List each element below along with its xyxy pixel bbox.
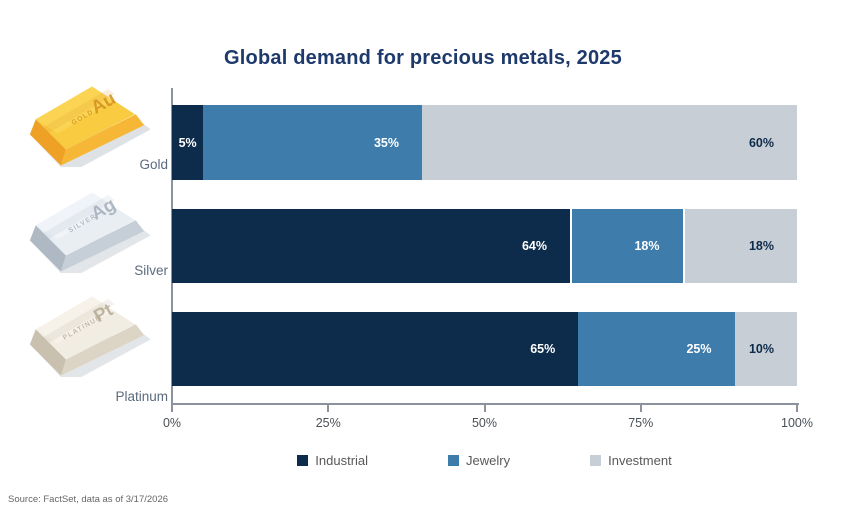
chart-title: Global demand for precious metals, 2025 (224, 47, 622, 69)
segment-platinum-jewelry: 25% (578, 312, 735, 386)
gold-category-label: Gold (139, 157, 168, 172)
x-axis-tick-label: 0% (162, 416, 182, 430)
bar-silver: 64% 18% 18% (172, 209, 797, 283)
legend-swatch-icon (448, 455, 460, 466)
legend-label: Investment (608, 453, 672, 468)
legend: Industrial Jewelry Investment (172, 453, 797, 468)
segment-value-label: 18% (748, 239, 774, 253)
legend-label: Jewelry (466, 453, 511, 468)
silver-ingot-icon: Ag SILVER Silver (18, 190, 170, 278)
platinum-category-label: Platinum (115, 389, 168, 404)
segment-gold-investment: 60% (422, 105, 797, 180)
legend-swatch-icon (297, 455, 309, 466)
x-axis-tick (327, 403, 330, 412)
x-axis-tick (796, 403, 798, 412)
x-axis-tick (639, 403, 642, 412)
bar-platinum: 65% 25% 10% (172, 312, 797, 386)
segment-platinum-investment: 10% (734, 312, 797, 386)
x-axis-tick (171, 403, 173, 412)
segment-value-label: 60% (748, 135, 774, 150)
x-axis: 0% 25% 50% 75% 100% (163, 403, 813, 443)
gold-ingot-icon: Au GOLD Gold (18, 84, 170, 172)
x-axis-tick-label: 100% (781, 416, 813, 430)
x-axis-tick-label: 50% (471, 416, 498, 430)
platinum-ingot-icon: Pt PLATINUM Platinum (18, 294, 170, 404)
segment-value-label: 10% (748, 342, 774, 356)
legend-label: Industrial (315, 453, 369, 468)
x-axis-tick (483, 403, 486, 412)
x-axis-tick-label: 75% (628, 416, 654, 430)
segment-value-label: 18% (634, 239, 660, 253)
segment-silver-investment: 18% (684, 209, 797, 283)
segment-value-label: 64% (521, 239, 547, 253)
segment-platinum-industrial: 65% (172, 312, 579, 386)
segment-gold-industrial: 5% (172, 105, 204, 180)
source-note: Source: FactSet, data as of 3/17/2026 (8, 494, 169, 505)
legend-item-jewelry: Jewelry (448, 453, 510, 468)
segment-value-label: 5% (178, 135, 197, 150)
plot-area: 5% 35% 60% 64% 18% 18% 65% 25% 10% (171, 86, 797, 403)
segment-value-label: 65% (530, 342, 556, 356)
segment-value-label: 35% (373, 135, 399, 150)
x-axis-tick-label: 25% (315, 416, 341, 430)
gold-ingot-graphic: Au GOLD (29, 86, 150, 168)
silver-ingot-graphic: Ag SILVER (29, 192, 150, 274)
legend-item-industrial: Industrial (297, 453, 368, 468)
bar-gold: 5% 35% 60% (172, 105, 797, 180)
segment-gold-jewelry: 35% (203, 105, 422, 180)
segment-value-label: 25% (686, 342, 712, 356)
segment-silver-jewelry: 18% (572, 209, 685, 283)
platinum-ingot-graphic: Pt PLATINUM (29, 296, 150, 378)
legend-swatch-icon (590, 455, 602, 466)
legend-item-investment: Investment (590, 453, 672, 468)
silver-category-label: Silver (134, 263, 168, 278)
segment-silver-industrial: 64% (172, 209, 572, 283)
